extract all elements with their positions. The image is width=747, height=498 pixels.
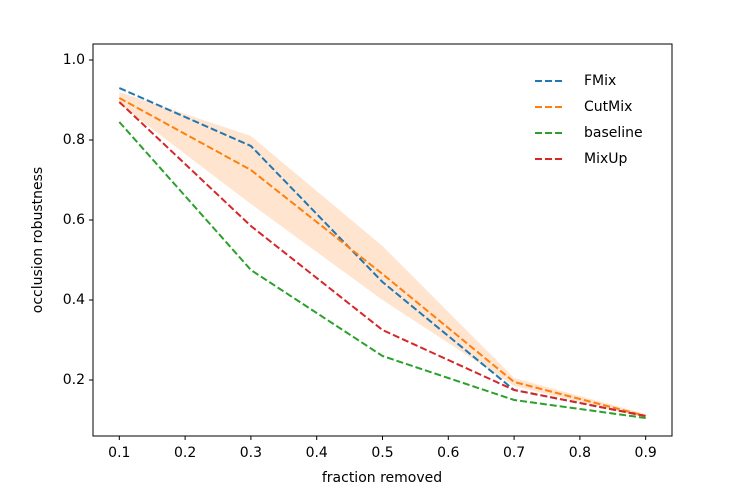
x-tick-label: 0.1	[108, 445, 130, 461]
y-tick-label: 1.0	[63, 52, 85, 68]
x-tick-label: 0.4	[306, 445, 328, 461]
x-tick-label: 0.9	[635, 445, 657, 461]
confidence-band	[119, 92, 646, 418]
legend-label: FMix	[584, 73, 616, 89]
y-tick-label: 0.8	[63, 132, 85, 148]
x-tick-label: 0.6	[437, 445, 459, 461]
x-tick-label: 0.3	[240, 445, 262, 461]
legend-label: baseline	[584, 125, 643, 141]
series-line	[118, 87, 646, 417]
y-tick-label: 0.6	[63, 212, 85, 228]
y-axis-label: occlusion robustness	[30, 167, 46, 313]
legend-label: CutMix	[584, 99, 632, 115]
x-axis-label: fraction removed	[322, 470, 442, 486]
x-tick-label: 0.7	[503, 445, 525, 461]
x-tick-label: 0.2	[174, 445, 196, 461]
y-tick-label: 0.4	[63, 292, 85, 308]
x-tick-label: 0.5	[371, 445, 393, 461]
series-line	[118, 97, 646, 417]
series-line	[118, 121, 646, 419]
series-line	[118, 101, 646, 417]
x-tick-label: 0.8	[569, 445, 591, 461]
y-tick-label: 0.2	[63, 372, 85, 388]
legend-label: MixUp	[584, 151, 628, 167]
